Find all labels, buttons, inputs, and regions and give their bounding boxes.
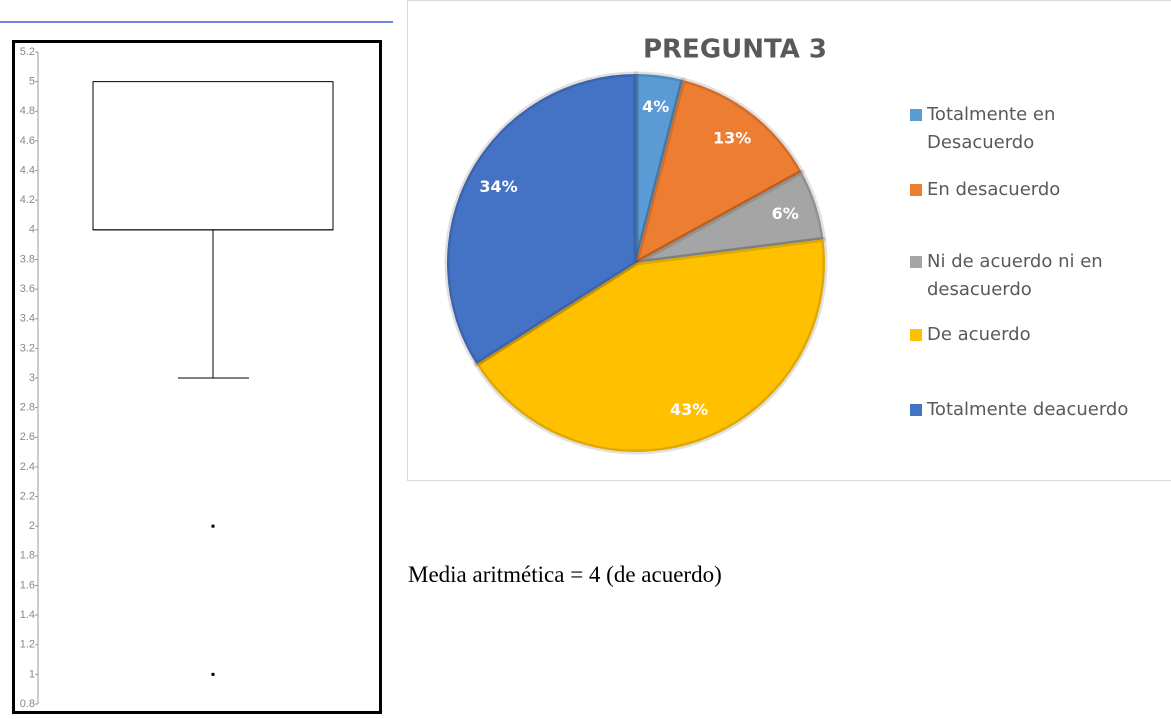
y-tick-label: 3.4 — [20, 313, 35, 325]
data-label: 43% — [670, 400, 708, 419]
y-tick-label: 1.8 — [20, 550, 35, 562]
y-tick-label: 3.2 — [20, 342, 35, 354]
caption: Media aritmética = 4 (de acuerdo) — [408, 562, 722, 587]
y-tick-label: 4.8 — [20, 105, 35, 117]
legend-swatch — [910, 184, 922, 196]
legend-label: De acuerdo — [927, 324, 1031, 345]
legend-swatch — [910, 109, 922, 121]
data-label: 6% — [772, 204, 799, 223]
data-label: 34% — [479, 177, 517, 196]
outlier — [211, 672, 215, 676]
pie-slice — [633, 77, 805, 266]
y-tick-label: 2.8 — [20, 402, 35, 414]
legend-label: Totalmente deacuerdo — [927, 399, 1129, 420]
pie-slice — [633, 169, 827, 266]
y-tick-label: 2.2 — [20, 490, 35, 502]
y-tick-label: 5.2 — [20, 46, 35, 58]
y-tick-label: 4 — [29, 224, 35, 236]
y-tick-label: 2 — [29, 520, 35, 532]
y-tick-label: 0.8 — [20, 698, 35, 710]
y-tick-label: 4.6 — [20, 135, 35, 147]
y-tick-label: 3.6 — [20, 283, 35, 295]
legend-swatch — [910, 404, 922, 416]
y-tick-label: 1.2 — [20, 639, 35, 651]
y-tick-label: 1.4 — [20, 609, 35, 621]
y-tick-label: 1 — [29, 668, 35, 680]
data-label: 13% — [713, 129, 751, 148]
pie-slice — [633, 71, 686, 266]
data-label: 4% — [642, 97, 669, 116]
box-frame — [12, 40, 382, 714]
y-tick-label: 4.2 — [20, 194, 35, 206]
y-tick-label: 3.8 — [20, 253, 35, 265]
legend-label: Totalmente en Desacuerdo — [927, 104, 1056, 153]
pie-slice — [444, 71, 639, 367]
y-tick-label: 1.6 — [20, 579, 35, 591]
pie-title: PREGUNTA 3 — [643, 35, 827, 65]
legend-label: Ni de acuerdo ni en desacuerdo — [927, 251, 1103, 300]
pie-slice — [473, 236, 828, 455]
outlier — [211, 524, 215, 528]
y-tick-label: 2.6 — [20, 431, 35, 443]
y-tick-label: 3 — [29, 372, 35, 384]
legend-swatch — [910, 256, 922, 268]
legend-swatch — [910, 329, 922, 341]
legend-label: En desacuerdo — [927, 179, 1061, 200]
y-tick-label: 2.4 — [20, 461, 35, 473]
y-tick-label: 5 — [29, 76, 35, 88]
y-tick-label: 4.4 — [20, 164, 35, 176]
